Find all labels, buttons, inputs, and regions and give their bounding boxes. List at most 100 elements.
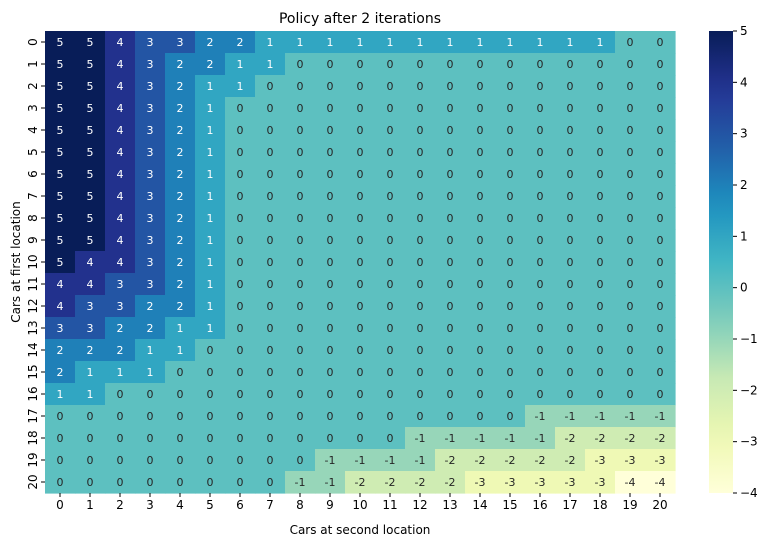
heatmap-cell	[135, 251, 166, 274]
cell-label: 1	[267, 36, 274, 49]
cell-label: 0	[387, 124, 394, 137]
x-tick-label: 10	[352, 498, 367, 512]
heatmap-cell	[315, 229, 346, 252]
heatmap-cell	[585, 31, 616, 54]
heatmap-cell	[465, 273, 496, 296]
heatmap-cell	[195, 163, 226, 186]
cell-label: -2	[535, 454, 546, 467]
cell-label: -2	[385, 476, 396, 489]
cell-label: 0	[297, 366, 304, 379]
heatmap-cell	[285, 163, 316, 186]
heatmap-cell	[345, 317, 376, 340]
heatmap-cell	[165, 471, 196, 494]
cell-label: -1	[505, 432, 516, 445]
heatmap-cell	[45, 31, 76, 54]
cell-label: 1	[207, 124, 214, 137]
cell-label: 0	[507, 80, 514, 93]
heatmap-cell	[345, 185, 376, 208]
heatmap-cell	[165, 273, 196, 296]
cell-label: 0	[627, 322, 634, 335]
y-tick-label: 2	[26, 82, 40, 90]
heatmap-cell	[315, 141, 346, 164]
cell-label: 0	[597, 58, 604, 71]
cell-label: 3	[117, 300, 124, 313]
heatmap-cell	[135, 273, 166, 296]
cell-label: 0	[507, 234, 514, 247]
cell-label: 0	[567, 80, 574, 93]
heatmap-cell	[345, 97, 376, 120]
cell-label: 0	[87, 410, 94, 423]
cell-label: 0	[567, 322, 574, 335]
cell-label: 5	[87, 212, 94, 225]
heatmap-cell	[615, 53, 646, 76]
heatmap-cell	[615, 471, 646, 494]
heatmap-cell	[165, 251, 196, 274]
heatmap-cell	[75, 361, 106, 384]
cell-label: 1	[387, 36, 394, 49]
heatmap-cell	[255, 229, 286, 252]
cell-label: 2	[177, 80, 184, 93]
heatmap-cell	[645, 75, 676, 98]
cell-label: 0	[387, 388, 394, 401]
colorbar-tick-label: −4	[740, 486, 758, 500]
cell-label: 5	[57, 36, 64, 49]
cell-label: 0	[447, 410, 454, 423]
cell-label: 0	[237, 388, 244, 401]
cell-label: 0	[597, 102, 604, 115]
heatmap-cell	[315, 119, 346, 142]
cell-label: 0	[267, 168, 274, 181]
heatmap-cell	[255, 185, 286, 208]
cell-label: 4	[117, 124, 124, 137]
x-tick-label: 2	[116, 498, 124, 512]
cell-label: 0	[477, 388, 484, 401]
heatmap-cell	[435, 53, 466, 76]
heatmap-cell	[435, 273, 466, 296]
cell-label: 0	[567, 388, 574, 401]
heatmap-cell	[405, 251, 436, 274]
x-tick-label: 1	[86, 498, 94, 512]
cell-label: 5	[87, 36, 94, 49]
heatmap-cell	[585, 383, 616, 406]
heatmap-cell	[405, 295, 436, 318]
cell-label: 0	[327, 234, 334, 247]
heatmap-cell	[615, 361, 646, 384]
heatmap-cell	[585, 317, 616, 340]
heatmap-cell	[465, 339, 496, 362]
heatmap-cell	[315, 97, 346, 120]
cell-label: 0	[567, 234, 574, 247]
cell-label: 0	[627, 388, 634, 401]
cell-label: -2	[445, 454, 456, 467]
cell-label: 0	[417, 80, 424, 93]
cell-label: 4	[117, 58, 124, 71]
heatmap-cell	[285, 449, 316, 472]
cell-label: 0	[237, 278, 244, 291]
heatmap-cell	[525, 31, 556, 54]
cell-label: 0	[237, 256, 244, 269]
cell-label: 0	[417, 388, 424, 401]
cell-label: 0	[537, 102, 544, 115]
cell-label: 5	[87, 124, 94, 137]
cell-label: 3	[57, 322, 64, 335]
heatmap-cell	[555, 185, 586, 208]
cell-label: 0	[447, 80, 454, 93]
cell-label: 3	[147, 146, 154, 159]
x-tick-label: 12	[412, 498, 427, 512]
heatmap-cell	[585, 295, 616, 318]
cell-label: 0	[267, 454, 274, 467]
cell-label: 0	[627, 212, 634, 225]
cell-label: 5	[57, 212, 64, 225]
heatmap-cell	[345, 31, 376, 54]
cell-label: 3	[147, 36, 154, 49]
heatmap-cell	[555, 53, 586, 76]
heatmap-cell	[375, 119, 406, 142]
cell-label: 0	[267, 344, 274, 357]
y-tick-label: 19	[26, 452, 40, 467]
heatmap-cell	[465, 295, 496, 318]
heatmap-cell	[105, 427, 136, 450]
x-tick-label: 13	[442, 498, 457, 512]
heatmap-cell	[375, 207, 406, 230]
heatmap-cell	[285, 317, 316, 340]
cell-label: 0	[357, 256, 364, 269]
heatmap-cell	[525, 295, 556, 318]
heatmap-cell	[45, 383, 76, 406]
